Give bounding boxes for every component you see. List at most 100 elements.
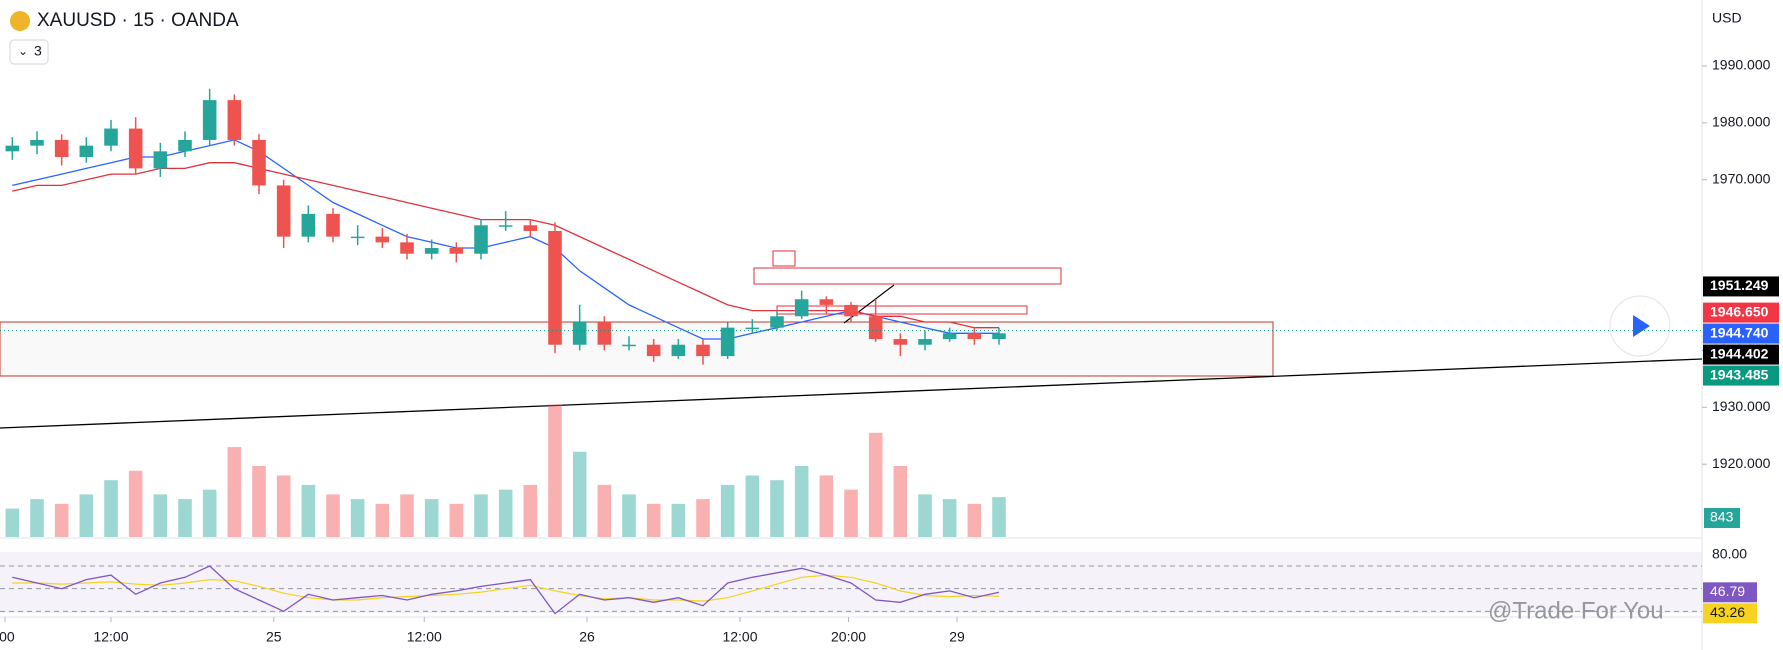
x-tick-label: :00 [0, 629, 15, 645]
volume-bar [745, 475, 760, 537]
zone-rect [772, 250, 796, 267]
volume-bar [276, 475, 291, 537]
candle-body [326, 213, 340, 237]
volume-bar [498, 489, 513, 537]
candle-body [350, 236, 365, 239]
symbol-icon [10, 11, 30, 31]
moving-average [12, 139, 999, 340]
x-tick-label: 20:00 [831, 629, 866, 645]
candle-body [770, 316, 784, 328]
price-label-box [1703, 365, 1779, 386]
volume-bar [375, 503, 390, 537]
volume-bar [918, 494, 932, 537]
candle-body [178, 139, 192, 152]
volume-bar [54, 503, 69, 537]
price-label: 1943.485 [1710, 366, 1769, 382]
candle-body [523, 225, 538, 231]
zone-rect [753, 267, 1062, 285]
volume-bar [720, 484, 735, 537]
candle-body [424, 248, 439, 254]
volume-bar [967, 503, 982, 537]
price-label-box [1703, 344, 1779, 365]
volume-bar [844, 489, 858, 537]
play-icon [1633, 315, 1650, 337]
x-tick-label: 12:00 [722, 629, 757, 645]
currency-label: USD [1712, 10, 1742, 26]
indicator-toggle[interactable] [9, 39, 49, 65]
x-tick-label: 12:00 [407, 629, 442, 645]
x-tick-label: 26 [579, 629, 595, 645]
price-label: 1944.402 [1710, 345, 1769, 361]
volume-bar [942, 499, 957, 537]
candle-body [400, 242, 414, 254]
candle-body [202, 100, 217, 140]
price-label: 1951.249 [1710, 277, 1769, 293]
rsi-tick-label: 80.00 [1712, 545, 1747, 561]
rsi-label: 46.79 [1710, 583, 1745, 599]
volume-bar [794, 466, 809, 537]
volume-bar [523, 484, 538, 537]
volume-bar [548, 404, 562, 537]
candle-body [918, 339, 932, 345]
candle-body [942, 333, 957, 340]
volume-bar [770, 480, 784, 537]
candle-body [844, 304, 858, 317]
indicator-count: 3 [34, 43, 42, 59]
candle-body [153, 151, 168, 169]
volume-bar [868, 432, 883, 537]
y-tick-label: 1920.000 [1712, 455, 1771, 471]
volume-bar [819, 475, 834, 537]
rsi-line [12, 565, 1000, 615]
x-tick-label: 12:00 [93, 629, 128, 645]
volume-bar [400, 494, 414, 537]
candle-body [967, 333, 982, 340]
volume-label: 843 [1710, 509, 1734, 525]
candle-body [893, 339, 908, 345]
volume-bar [5, 508, 20, 537]
x-tick-label: 25 [266, 629, 282, 645]
price-label-box [1703, 323, 1779, 344]
volume-bar [30, 499, 44, 537]
candle-body [720, 327, 735, 357]
volume-bar [104, 480, 118, 537]
candle-body [104, 128, 118, 146]
volume-bar [128, 470, 143, 537]
price-label-box [1703, 276, 1779, 297]
candle-body [868, 316, 883, 340]
price-label: 1944.740 [1710, 324, 1769, 340]
volume-bar [696, 499, 710, 537]
candle-body [671, 344, 686, 357]
candle-body [276, 185, 291, 237]
volume-bar [79, 494, 94, 537]
volume-bar [597, 484, 612, 537]
candle-body [745, 327, 760, 330]
candle-body [128, 128, 143, 169]
candle-body [5, 145, 20, 152]
y-tick-label: 1980.000 [1712, 114, 1771, 130]
volume-bar [252, 466, 266, 537]
candle-body [227, 100, 242, 140]
candle-body [79, 145, 94, 158]
volume-bar [646, 503, 661, 537]
volume-bar [153, 494, 168, 537]
volume-bar [671, 503, 686, 537]
chevron: ⌄ [18, 44, 28, 58]
candle-body [498, 225, 513, 227]
y-tick-label: 1970.000 [1712, 170, 1771, 186]
volume-bar [227, 447, 242, 537]
volume-bar [992, 497, 1006, 537]
rsi-ma-label-box [1703, 603, 1757, 624]
price-label: 1946.650 [1710, 303, 1769, 319]
candle-body [54, 139, 69, 158]
y-tick-label: 1930.000 [1712, 398, 1771, 414]
candle-body [696, 344, 710, 357]
volume-bar [572, 451, 587, 537]
candle-body [597, 321, 612, 345]
candle-body [30, 139, 44, 146]
volume-bar [449, 503, 464, 537]
candle-body [646, 344, 661, 357]
volume-bar [424, 499, 439, 537]
volume-bar [202, 489, 217, 537]
